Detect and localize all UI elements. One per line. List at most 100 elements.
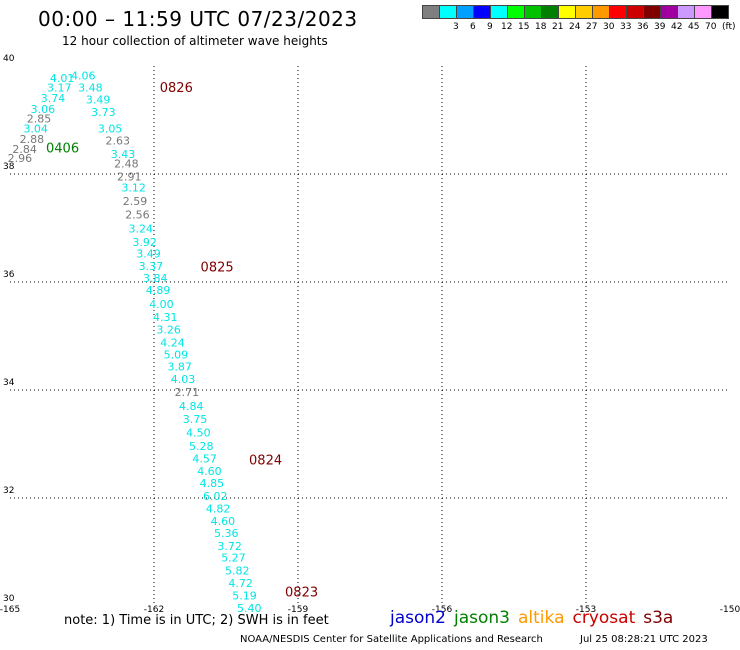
- wave-height-value: 3.72: [217, 540, 242, 553]
- lon-tick-label: -150: [720, 605, 740, 615]
- wave-height-value: 4.31: [153, 311, 178, 324]
- wave-height-value: 5.40: [237, 602, 261, 615]
- wave-height-value: 5.36: [214, 527, 239, 540]
- wave-height-value: 4.00: [149, 298, 174, 311]
- satellite-label: jason3: [454, 608, 510, 628]
- wave-height-value: 2.91: [117, 170, 142, 183]
- pass-label: 0406: [46, 141, 79, 156]
- wave-height-value: 3.75: [183, 413, 208, 426]
- color-scale-label: 36: [637, 22, 649, 32]
- wave-height-value: 4.57: [192, 452, 217, 465]
- color-scale-unit: (ft): [722, 22, 736, 32]
- pass-label: 0824: [249, 454, 282, 469]
- lon-tick-label: -156: [432, 605, 453, 615]
- wave-height-value: 4.84: [179, 400, 204, 413]
- color-scale-label: 45: [688, 22, 700, 32]
- wave-height-value: 2.59: [123, 195, 148, 208]
- color-scale-label: 15: [518, 22, 530, 32]
- wave-height-value: 3.06: [31, 103, 56, 116]
- wave-height-value: 2.48: [114, 158, 139, 171]
- wave-height-value: 6.02: [203, 490, 228, 503]
- wave-height-value: 4.01: [50, 72, 74, 85]
- color-scale-label: 24: [569, 22, 581, 32]
- wave-height-value: 3.48: [78, 81, 103, 94]
- color-scale-label: 42: [671, 22, 683, 32]
- wave-height-value: 4.24: [160, 336, 185, 349]
- color-scale-label: 33: [620, 22, 632, 32]
- wave-height-value: 3.24: [129, 222, 154, 235]
- color-scale-label: 70: [705, 22, 717, 32]
- color-scale-label: 6: [470, 22, 476, 32]
- wave-height-value: 3.05: [98, 122, 123, 135]
- satellite-label: altika: [518, 608, 565, 628]
- wave-height-value: 3.73: [91, 106, 116, 119]
- map-grid: [10, 66, 730, 606]
- wave-height-value: 4.82: [206, 503, 231, 516]
- color-scale-label: 18: [535, 22, 547, 32]
- wave-height-value: 3.26: [156, 323, 181, 336]
- wave-height-value: 3.92: [132, 236, 157, 249]
- color-scale-label: 39: [654, 22, 666, 32]
- wave-height-value: 2.63: [106, 134, 130, 147]
- color-scale-label: 21: [552, 22, 564, 32]
- color-scale-label: 3: [453, 22, 459, 32]
- wave-height-value: 3.17: [47, 81, 72, 94]
- credit-line: NOAA/NESDIS Center for Satellite Applica…: [240, 634, 543, 645]
- wave-height-value: 2.85: [27, 113, 52, 126]
- wave-height-value: 4.06: [71, 70, 96, 83]
- color-scale-label: 9: [487, 22, 493, 32]
- wave-height-value: 4.50: [186, 426, 211, 439]
- lat-tick-label: 34: [3, 378, 15, 388]
- lon-tick-label: -162: [144, 605, 164, 615]
- wave-height-value: 4.60: [211, 515, 236, 528]
- wave-height-value: 2.71: [175, 386, 200, 399]
- wave-height-value: 5.19: [232, 590, 256, 603]
- wave-height-value: 3.49: [86, 93, 111, 106]
- wave-height-value: 3.84: [143, 272, 168, 285]
- wave-height-value: 4.89: [146, 284, 171, 297]
- wave-height-value: 2.84: [12, 143, 37, 156]
- pass-label: 0826: [160, 81, 193, 96]
- wave-height-value: 2.96: [8, 152, 32, 165]
- lat-tick-label: 40: [3, 54, 15, 64]
- wave-height-value: 3.12: [121, 181, 146, 194]
- wave-height-value: 3.43: [111, 148, 136, 161]
- wave-height-values: 4.064.013.17 3.48 3.74 3.49 3.06 3.73 2.853.04…: [8, 70, 262, 615]
- wave-height-value: 3.87: [167, 361, 192, 374]
- satellite-label: jason2: [390, 608, 446, 628]
- wave-height-value: 3.37: [139, 260, 164, 273]
- wave-height-value: 5.09: [164, 349, 189, 362]
- color-scale-label: 30: [603, 22, 615, 32]
- color-scale-label: 27: [586, 22, 598, 32]
- wave-height-value: 4.60: [197, 465, 222, 478]
- page-subtitle: 12 hour collection of altimeter wave hei…: [62, 34, 328, 48]
- color-scale-label: 12: [501, 22, 513, 32]
- footer-note: note: 1) Time is in UTC; 2) SWH is in fe…: [64, 613, 329, 628]
- lat-tick-label: 32: [3, 486, 14, 496]
- axis-tick-labels: -165 -162 -159 -156 -153 -150 40 38 36 34 32 30: [0, 54, 740, 615]
- wave-height-value: 4.72: [228, 577, 253, 590]
- generation-timestamp: Jul 25 08:28:21 UTC 2023: [580, 634, 708, 645]
- lat-tick-label: 36: [3, 270, 15, 280]
- satellite-label: cryosat: [572, 608, 636, 628]
- lon-tick-label: -165: [0, 605, 20, 615]
- wave-height-value: 3.04: [23, 122, 48, 135]
- satellite-legend: jason2 jason3 altika cryosat s3a: [390, 608, 681, 628]
- pass-labels: 0826 0406 0825 0824 0823: [46, 81, 318, 600]
- wave-height-value: 2.88: [20, 133, 44, 146]
- wave-height-value: 5.82: [225, 565, 250, 578]
- page-title: 00:00 – 11:59 UTC 07/23/2023: [38, 7, 358, 31]
- lat-tick-label: 30: [3, 594, 15, 604]
- wave-height-value: 4.03: [171, 373, 196, 386]
- wave-height-value: 4.85: [200, 477, 225, 490]
- wave-height-value: 5.28: [189, 440, 214, 453]
- satellite-label: s3a: [643, 608, 674, 628]
- lon-tick-label: -159: [288, 605, 309, 615]
- wave-height-value: 2.56: [125, 208, 150, 221]
- wave-height-value: 3.49: [136, 248, 161, 261]
- pass-label: 0823: [285, 585, 318, 600]
- lat-tick-label: 38: [3, 162, 15, 172]
- wave-height-value: 3.74: [41, 92, 66, 105]
- color-swatch: [711, 5, 729, 19]
